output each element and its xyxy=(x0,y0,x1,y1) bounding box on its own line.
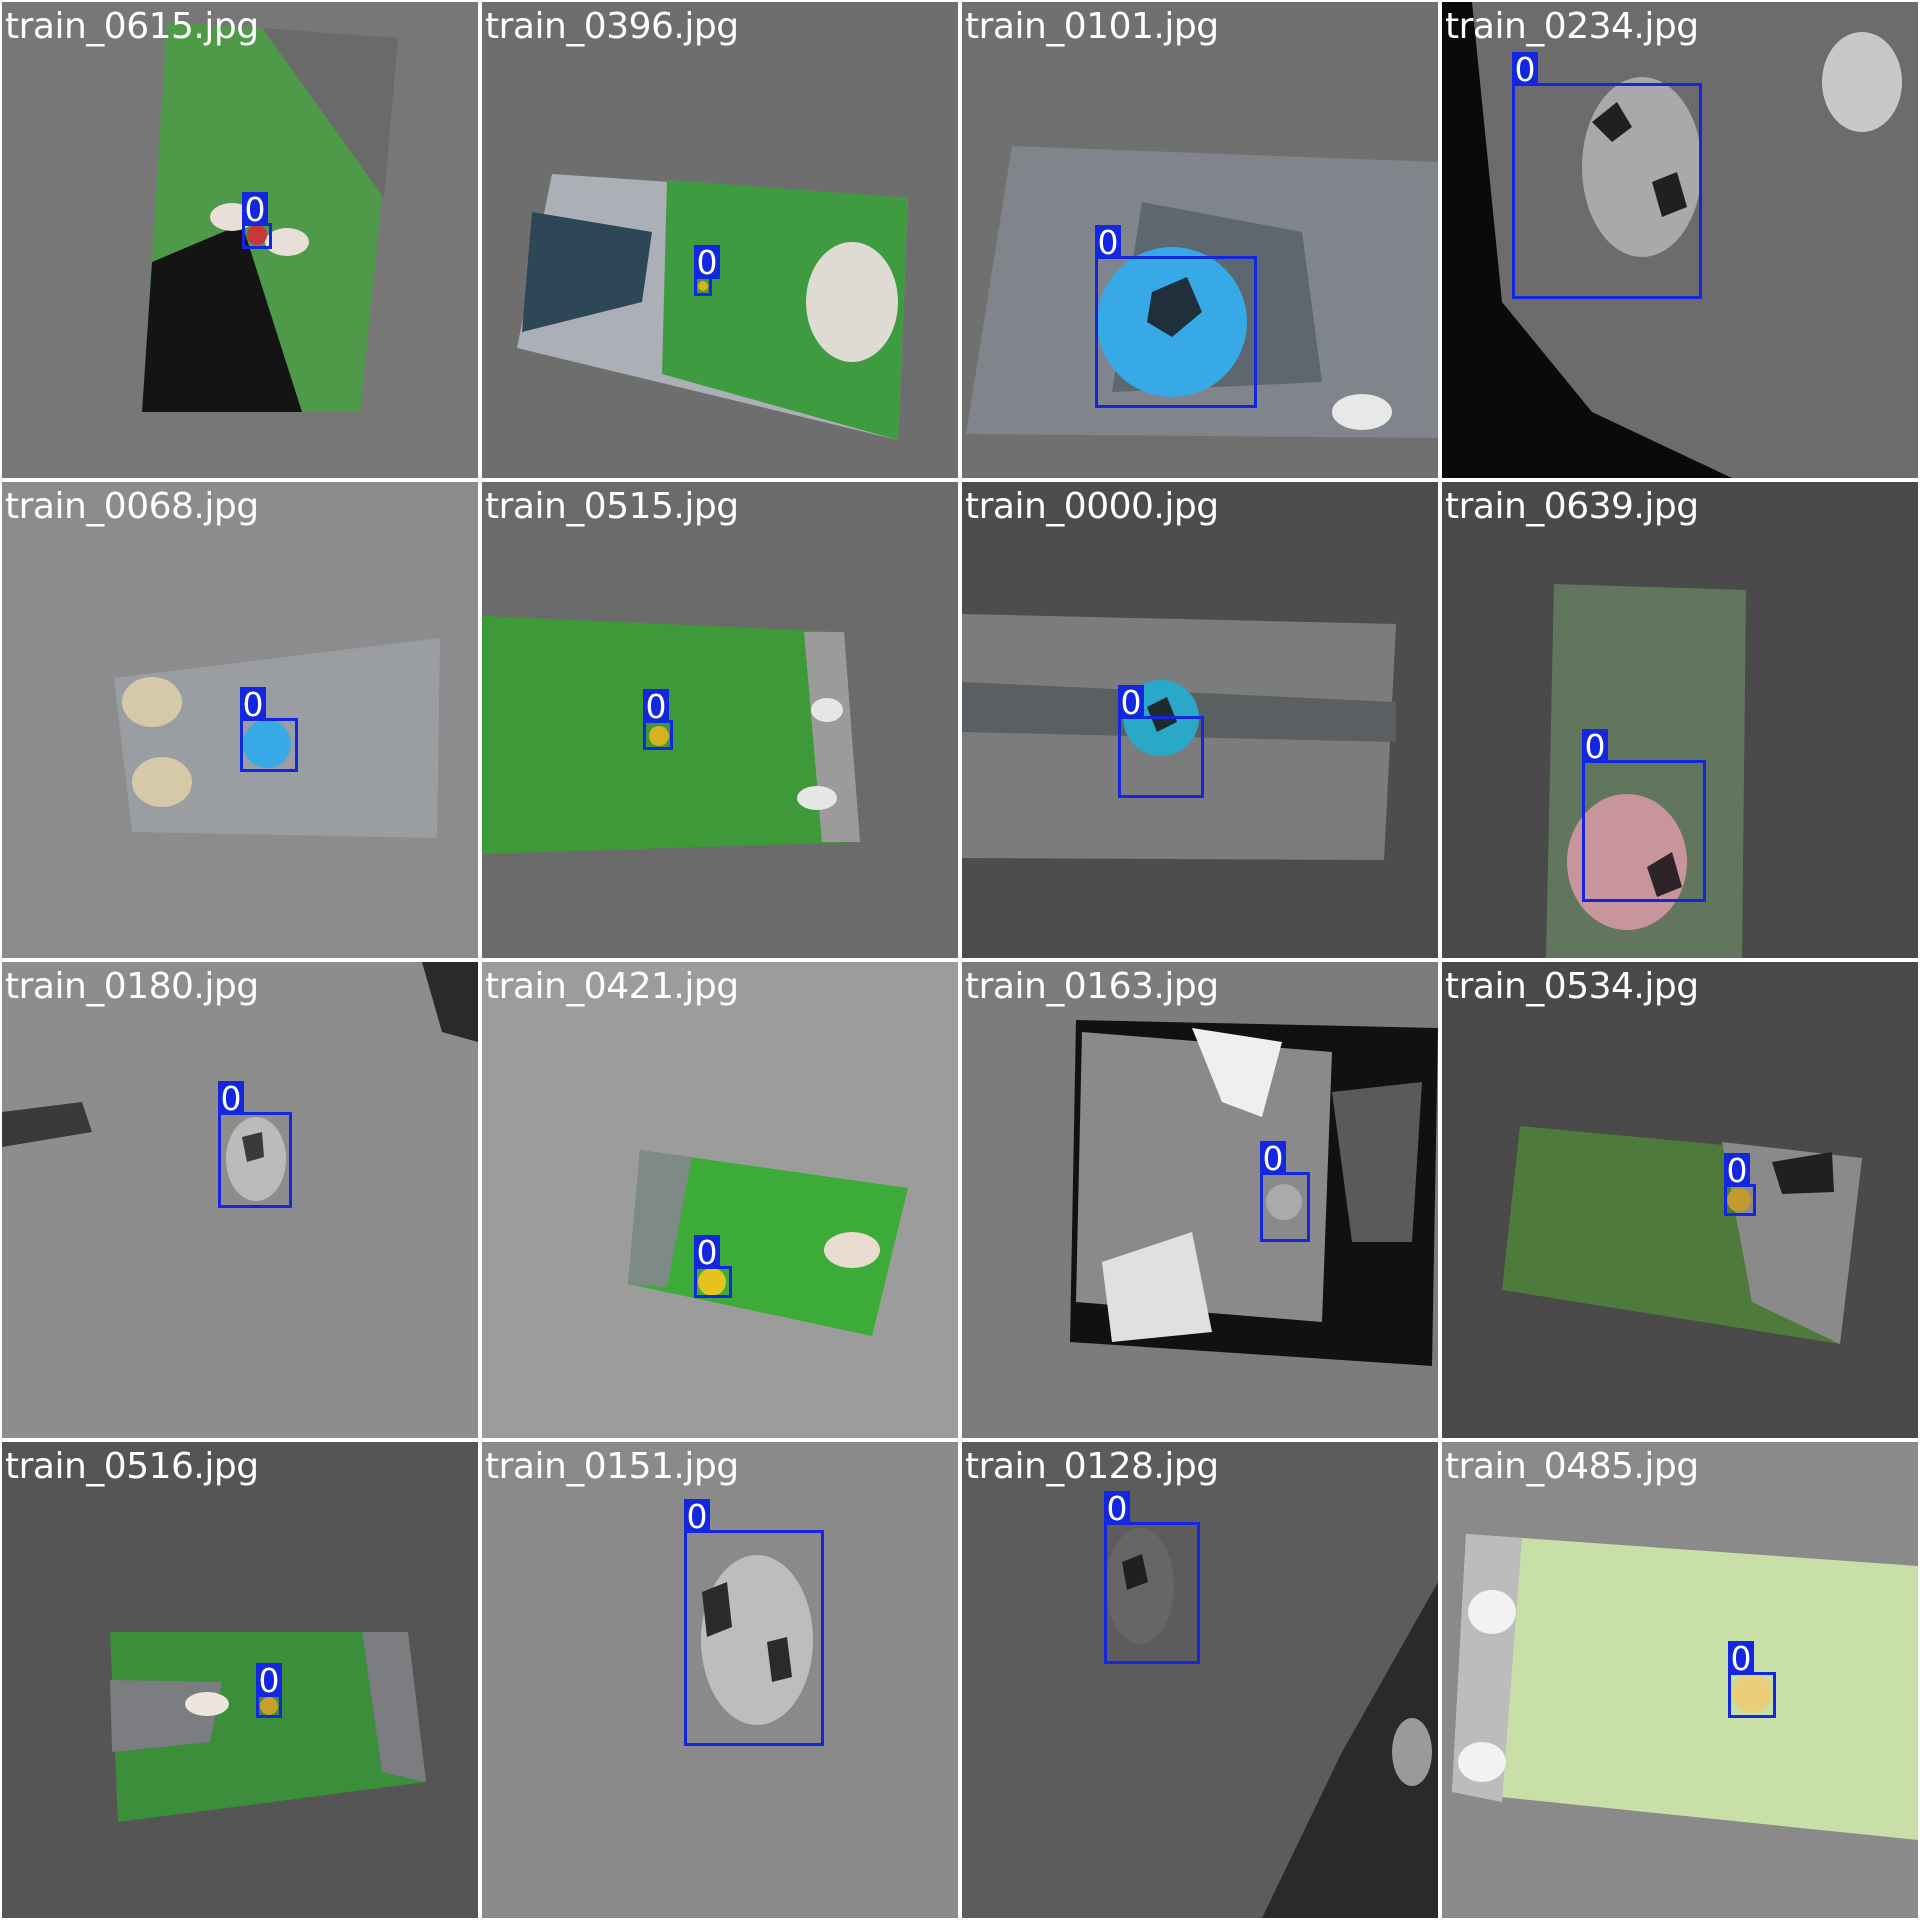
detection-box: 0 xyxy=(694,1235,732,1298)
class-label: 0 xyxy=(1582,729,1608,765)
photo-scene xyxy=(114,638,440,838)
class-label: 0 xyxy=(1118,685,1144,721)
class-label: 0 xyxy=(1512,52,1538,88)
file-name: train_0151.jpg xyxy=(485,1446,739,1487)
detection-box: 0 xyxy=(684,1499,824,1746)
file-name: train_0180.jpg xyxy=(5,966,259,1007)
detection-box: 0 xyxy=(256,1663,282,1718)
photo-scene xyxy=(962,1442,1438,1918)
class-label: 0 xyxy=(218,1081,244,1117)
detection-box: 0 xyxy=(694,245,720,296)
mosaic-tile: 0 train_0534.jpg xyxy=(1442,962,1918,1438)
class-label: 0 xyxy=(1724,1153,1750,1189)
class-label: 0 xyxy=(1728,1641,1754,1677)
detection-box: 0 xyxy=(240,687,298,772)
class-label: 0 xyxy=(684,1499,710,1535)
mosaic-tile: 0 train_0000.jpg xyxy=(962,482,1438,958)
photo-scene xyxy=(517,174,908,440)
file-name: train_0615.jpg xyxy=(5,6,259,47)
photo-scene xyxy=(1472,2,1918,478)
mosaic-tile: 0 train_0101.jpg xyxy=(962,2,1438,478)
photo-scene xyxy=(628,1150,908,1336)
photo-scene xyxy=(1070,1020,1438,1366)
mosaic-tile: 0 train_0516.jpg xyxy=(2,1442,478,1918)
mosaic-tile: 0 train_0485.jpg xyxy=(1442,1442,1918,1918)
mosaic-tile: 0 train_0615.jpg xyxy=(2,2,478,478)
detection-box: 0 xyxy=(1104,1491,1200,1664)
detection-box: 0 xyxy=(1512,52,1702,299)
photo-scene xyxy=(2,962,478,1438)
class-label: 0 xyxy=(694,245,720,281)
photo-scene xyxy=(962,614,1396,860)
mosaic-tile: 0 train_0128.jpg xyxy=(962,1442,1438,1918)
detection-box: 0 xyxy=(1260,1141,1310,1242)
detection-box: 0 xyxy=(242,192,272,249)
mosaic-tile: 0 train_0515.jpg xyxy=(482,482,958,958)
mosaic-tile: 0 train_0234.jpg xyxy=(1442,2,1918,478)
detection-box: 0 xyxy=(643,689,673,750)
file-name: train_0485.jpg xyxy=(1445,1446,1699,1487)
detection-box: 0 xyxy=(1724,1153,1756,1216)
file-name: train_0516.jpg xyxy=(5,1446,259,1487)
file-name: train_0534.jpg xyxy=(1445,966,1699,1007)
class-label: 0 xyxy=(643,689,669,725)
file-name: train_0515.jpg xyxy=(485,486,739,527)
file-name: train_0639.jpg xyxy=(1445,486,1699,527)
mosaic-tile: 0 train_0639.jpg xyxy=(1442,482,1918,958)
photo-scene xyxy=(1452,1534,1918,1840)
file-name: train_0128.jpg xyxy=(965,1446,1219,1487)
photo-scene xyxy=(142,22,398,412)
file-name: train_0234.jpg xyxy=(1445,6,1699,47)
file-name: train_0421.jpg xyxy=(485,966,739,1007)
file-name: train_0396.jpg xyxy=(485,6,739,47)
photo-scene xyxy=(110,1632,426,1822)
photo-scene xyxy=(1546,584,1746,958)
photo-scene xyxy=(966,146,1438,438)
class-label: 0 xyxy=(242,192,268,228)
mosaic-tile: 0 train_0151.jpg xyxy=(482,1442,958,1918)
class-label: 0 xyxy=(1260,1141,1286,1177)
detection-box: 0 xyxy=(1118,685,1204,798)
class-label: 0 xyxy=(694,1235,720,1271)
detection-box: 0 xyxy=(218,1081,292,1208)
mosaic-tile: 0 train_0396.jpg xyxy=(482,2,958,478)
class-label: 0 xyxy=(1104,1491,1130,1527)
mosaic-tile: 0 train_0421.jpg xyxy=(482,962,958,1438)
mosaic-tile: 0 train_0068.jpg xyxy=(2,482,478,958)
mosaic-tile: 0 train_0180.jpg xyxy=(2,962,478,1438)
class-label: 0 xyxy=(240,687,266,723)
detection-box: 0 xyxy=(1582,729,1706,902)
photo-scene xyxy=(482,1442,958,1918)
detection-box: 0 xyxy=(1095,225,1257,408)
mosaic-tile: 0 train_0163.jpg xyxy=(962,962,1438,1438)
class-label: 0 xyxy=(1095,225,1121,261)
file-name: train_0101.jpg xyxy=(965,6,1219,47)
class-label: 0 xyxy=(256,1663,282,1699)
file-name: train_0000.jpg xyxy=(965,486,1219,527)
detection-box: 0 xyxy=(1728,1641,1776,1718)
photo-scene xyxy=(482,616,860,854)
file-name: train_0068.jpg xyxy=(5,486,259,527)
photo-scene xyxy=(1502,1126,1862,1344)
file-name: train_0163.jpg xyxy=(965,966,1219,1007)
